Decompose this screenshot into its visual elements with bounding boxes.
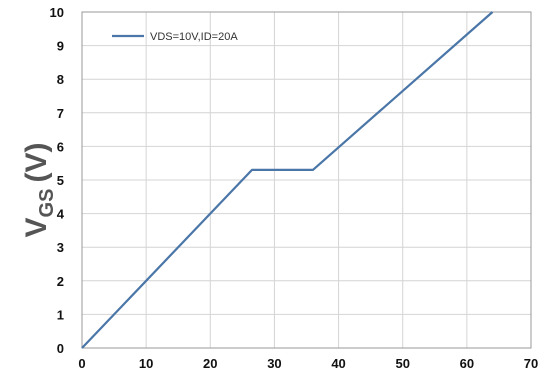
legend-label: VDS=10V,ID=20A — [150, 31, 238, 43]
x-tick-label: 50 — [395, 356, 409, 371]
y-tick-label: 4 — [57, 207, 65, 222]
y-tick-label: 6 — [57, 139, 64, 154]
x-axis-ticks: 0 10 20 30 40 50 60 70 — [78, 356, 538, 371]
y-tick-label: 1 — [57, 307, 64, 322]
x-tick-label: 70 — [524, 356, 538, 371]
y-axis-label: VGS (V) — [20, 143, 58, 238]
grid — [81, 11, 532, 349]
y-axis-ticks: 0 1 2 3 4 5 6 7 8 9 10 — [50, 5, 65, 356]
y-axis-label-main: V — [20, 217, 53, 237]
plot-frame — [81, 11, 532, 349]
x-tick-label: 10 — [139, 356, 153, 371]
series-line — [81, 11, 494, 349]
y-tick-label: 8 — [57, 72, 64, 87]
x-tick-label: 40 — [331, 356, 345, 371]
x-tick-label: 0 — [78, 356, 85, 371]
y-tick-label: 5 — [57, 173, 64, 188]
y-tick-label: 3 — [57, 240, 64, 255]
y-axis-label-unit: (V) — [20, 143, 53, 183]
x-tick-label: 20 — [203, 356, 217, 371]
legend: VDS=10V,ID=20A — [112, 31, 238, 43]
y-tick-label: 0 — [57, 341, 64, 356]
x-tick-label: 60 — [460, 356, 474, 371]
series-group — [81, 11, 494, 349]
y-tick-label: 7 — [57, 106, 64, 121]
y-tick-label: 2 — [57, 274, 64, 289]
y-tick-label: 10 — [50, 5, 64, 20]
y-tick-label: 9 — [57, 39, 64, 54]
x-tick-label: 30 — [267, 356, 281, 371]
y-axis-label-subscript: GS — [36, 189, 58, 218]
